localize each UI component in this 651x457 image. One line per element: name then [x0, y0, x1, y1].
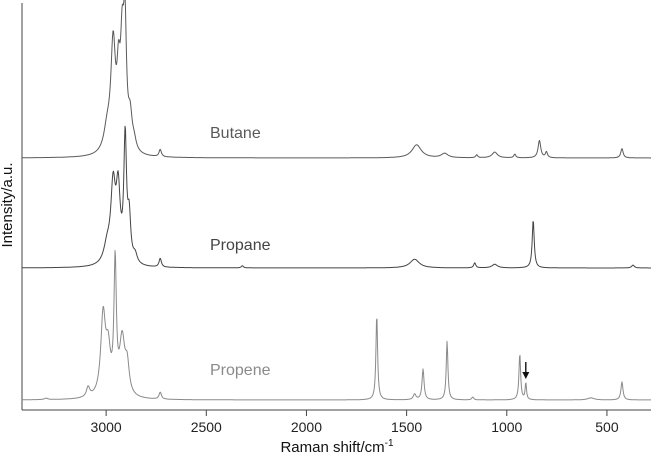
spectrum-line-propene	[22, 250, 651, 401]
x-axis-ticks: 3000 2500 2000 1500 1000 500	[91, 410, 619, 435]
series-label-propene: Propene	[210, 362, 271, 379]
annotation-arrow-head	[522, 372, 530, 379]
x-tick-label: 2500	[191, 419, 222, 435]
annotations	[522, 362, 530, 379]
series-label-butane: Butane	[210, 125, 261, 142]
spectrum-line-butane	[22, 0, 651, 159]
x-tick-label: 500	[595, 419, 619, 435]
x-axis-title: Raman shift/cm-1	[280, 438, 394, 456]
y-axis-title: Intensity/a.u.	[0, 162, 16, 247]
spectra-lines	[22, 0, 651, 401]
spectrum-line-propane	[22, 125, 651, 269]
axes	[21, 3, 651, 411]
series-labels: Butane Propane Propene	[210, 125, 271, 379]
series-label-propane: Propane	[210, 237, 271, 254]
x-tick-label: 1000	[491, 419, 522, 435]
x-tick-label: 1500	[391, 419, 422, 435]
x-tick-label: 2000	[291, 419, 322, 435]
x-tick-label: 3000	[91, 419, 122, 435]
